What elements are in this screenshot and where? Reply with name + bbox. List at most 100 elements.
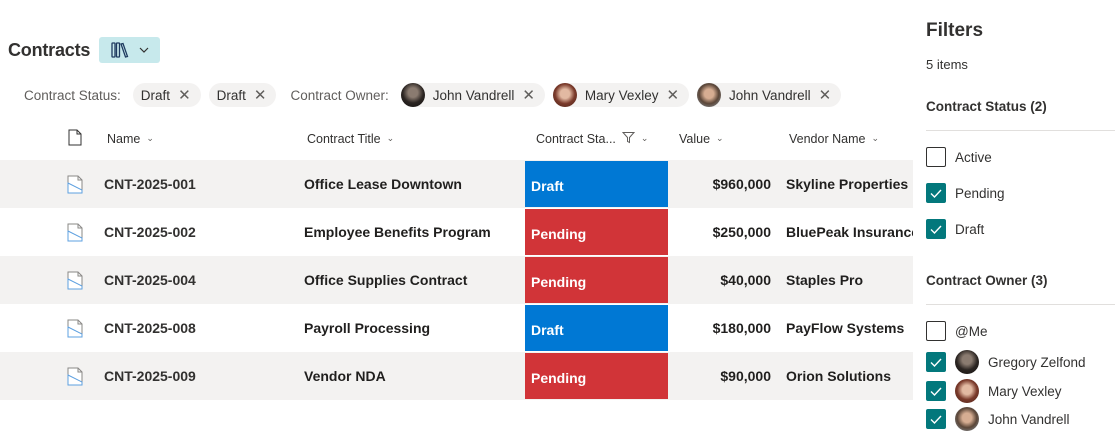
status-badge: Draft	[525, 161, 668, 207]
vendor-name: BluePeak Insurance	[786, 224, 920, 240]
checkbox[interactable]	[926, 381, 946, 401]
column-label: Vendor Name	[789, 132, 866, 146]
table-row[interactable]: CNT-2025-009 Vendor NDA Pending $90,000 …	[0, 352, 913, 400]
contract-value: $180,000	[712, 320, 771, 336]
close-icon[interactable]: ✕	[818, 86, 832, 104]
owner-chip-john-vandrell[interactable]: John Vandrell ✕	[697, 83, 842, 107]
contract-status-section-title: Contract Status (2)	[926, 99, 1047, 114]
filter-option-john-vandrell[interactable]: John Vandrell	[926, 407, 1070, 431]
table-row[interactable]: CNT-2025-001 Office Lease Downtown Draft…	[0, 160, 913, 208]
checkmark-icon	[930, 387, 942, 396]
filter-option-active[interactable]: Active	[926, 147, 992, 167]
contract-title: Office Lease Downtown	[304, 176, 462, 192]
avatar	[697, 83, 722, 107]
contract-value: $90,000	[720, 368, 771, 384]
vendor-name: Orion Solutions	[786, 368, 891, 384]
column-header-value[interactable]: Value ⌄	[679, 132, 724, 146]
filter-option-pending[interactable]: Pending	[926, 183, 1005, 203]
page-title: Contracts	[8, 39, 91, 60]
contract-file-icon	[67, 208, 84, 256]
close-icon[interactable]: ✕	[666, 86, 680, 104]
contract-title: Office Supplies Contract	[304, 272, 468, 288]
close-icon[interactable]: ✕	[253, 86, 267, 104]
chip-label: Mary Vexley	[584, 87, 659, 103]
contract-title: Payroll Processing	[304, 320, 431, 336]
owner-chip-john-vandrell[interactable]: John Vandrell ✕	[400, 83, 545, 107]
option-label: John Vandrell	[988, 411, 1070, 427]
close-icon[interactable]: ✕	[178, 86, 191, 104]
contract-name-link[interactable]: CNT-2025-004	[104, 272, 196, 288]
chevron-down-icon: ⌄	[640, 132, 649, 143]
checkbox[interactable]	[926, 219, 946, 239]
library-icon	[111, 42, 129, 58]
avatar	[955, 379, 979, 403]
checkbox[interactable]	[926, 183, 946, 203]
vendor-name: PayFlow Systems	[786, 320, 905, 336]
chevron-down-icon: ⌄	[716, 132, 724, 143]
table-row[interactable]: CNT-2025-004 Office Supplies Contract Pe…	[0, 256, 913, 304]
owner-chip-mary-vexley[interactable]: Mary Vexley ✕	[552, 83, 690, 107]
contract-title: Employee Benefits Program	[304, 224, 491, 240]
status-chip-draft[interactable]: Draft ✕	[208, 83, 277, 107]
checkbox[interactable]	[926, 321, 946, 341]
contract-owner-section-title: Contract Owner (3)	[926, 273, 1048, 288]
table-row[interactable]: CNT-2025-002 Employee Benefits Program P…	[0, 208, 919, 256]
contract-name-link[interactable]: CNT-2025-008	[104, 320, 196, 336]
filter-option-me[interactable]: @Me	[926, 321, 987, 341]
avatar	[955, 350, 979, 374]
chevron-down-icon	[139, 47, 149, 53]
view-switcher-button[interactable]	[99, 37, 161, 63]
column-label: Name	[107, 132, 141, 146]
contract-file-icon	[67, 352, 84, 400]
contract-file-icon	[67, 256, 84, 304]
filter-option-draft[interactable]: Draft	[926, 219, 984, 239]
checkmark-icon	[930, 225, 942, 234]
column-header-contract-status[interactable]: Contract Sta... ⌄	[536, 131, 648, 147]
owner-filter-label: Contract Owner:	[290, 87, 389, 103]
filters-title: Filters	[926, 20, 984, 41]
divider	[926, 130, 1115, 131]
table-row[interactable]: CNT-2025-008 Payroll Processing Draft $1…	[0, 304, 913, 352]
option-label: @Me	[955, 323, 988, 339]
column-label: Contract Title	[307, 132, 381, 146]
option-label: Draft	[955, 221, 985, 237]
close-icon[interactable]: ✕	[522, 86, 535, 104]
contract-value: $960,000	[712, 176, 771, 192]
checkmark-icon	[930, 189, 942, 198]
table-header: Name ⌄ Contract Title ⌄ Contract Sta... …	[0, 118, 913, 160]
file-type-column-header[interactable]	[68, 129, 82, 149]
status-chip-draft[interactable]: Draft ✕	[132, 83, 201, 107]
checkbox[interactable]	[926, 352, 946, 372]
option-label: Mary Vexley	[988, 383, 1062, 399]
status-badge: Pending	[525, 353, 668, 399]
items-count: 5 items	[926, 57, 968, 72]
column-label: Contract Sta...	[536, 132, 616, 146]
contract-name-link[interactable]: CNT-2025-009	[104, 368, 196, 384]
chevron-down-icon: ⌄	[386, 132, 395, 143]
checkmark-icon	[930, 358, 942, 367]
avatar	[400, 83, 425, 107]
option-label: Pending	[955, 185, 1005, 201]
contract-name-link[interactable]: CNT-2025-001	[104, 176, 196, 192]
column-header-vendor-name[interactable]: Vendor Name ⌄	[789, 132, 879, 146]
contract-name-link[interactable]: CNT-2025-002	[104, 224, 196, 240]
checkbox[interactable]	[926, 147, 946, 167]
chip-label: John Vandrell	[432, 87, 515, 103]
chevron-down-icon: ⌄	[871, 132, 879, 143]
column-header-name[interactable]: Name ⌄	[107, 132, 154, 146]
filter-option-mary-vexley[interactable]: Mary Vexley	[926, 379, 1062, 403]
contract-title: Vendor NDA	[304, 368, 386, 384]
contract-value: $40,000	[720, 272, 771, 288]
filter-option-gregory-zelfond[interactable]: Gregory Zelfond	[926, 350, 1086, 374]
list-header: Contracts	[8, 37, 161, 63]
chip-label: Draft	[216, 87, 246, 103]
option-label: Gregory Zelfond	[988, 354, 1086, 370]
vendor-name: Skyline Properties	[786, 176, 909, 192]
checkmark-icon	[930, 415, 942, 424]
column-label: Value	[679, 132, 711, 146]
document-icon	[68, 129, 82, 149]
checkbox[interactable]	[926, 409, 946, 429]
active-filters-bar: Contract Status: Draft ✕ Draft ✕ Contrac…	[24, 83, 842, 107]
column-header-contract-title[interactable]: Contract Title ⌄	[307, 132, 394, 146]
